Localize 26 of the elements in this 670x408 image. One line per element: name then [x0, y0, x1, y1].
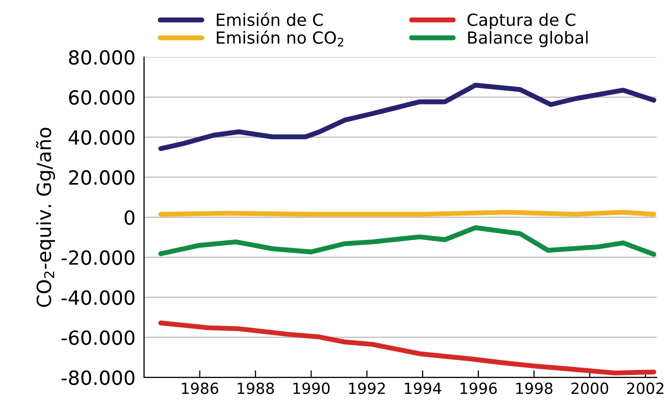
- x-tick-label: 1996: [460, 382, 497, 394]
- x-tick-label: 1994: [404, 382, 442, 394]
- y-tick-label: 80.000: [69, 50, 134, 65]
- x-tick-label: 1992: [349, 382, 385, 394]
- x-tick-label: 1998: [516, 382, 552, 394]
- line-series: [158, 225, 656, 257]
- x-tick-label: 1990: [293, 382, 330, 394]
- y-tick-label: -60.000: [62, 330, 134, 346]
- x-tick-label: 1988: [238, 382, 274, 394]
- y-tick-label: 0: [124, 210, 134, 225]
- y-tick-label: -40.000: [62, 290, 134, 305]
- y-tick-label: -80.000: [62, 370, 134, 386]
- y-tick-label: 20.000: [69, 170, 134, 185]
- x-tick-label: 2002: [627, 382, 664, 394]
- line-series: [158, 320, 656, 376]
- legend-label: Emisión no CO$_{2}$: [216, 30, 344, 46]
- x-tick-label: 1986: [182, 382, 218, 394]
- legend-label: Balance global: [468, 30, 588, 48]
- y-tick-label: 60.000: [69, 90, 134, 105]
- legend-label: Emisión de C: [216, 12, 323, 26]
- line-series: [158, 82, 656, 152]
- y-tick-label: 40.000: [68, 130, 134, 145]
- x-tick-label: 2000: [571, 382, 608, 394]
- legend-label: Captura de C: [467, 13, 576, 30]
- y-axis-title: CO$_{2}$-equiv. Gg/año: [36, 128, 56, 307]
- y-tick-label: -20.000: [62, 250, 134, 265]
